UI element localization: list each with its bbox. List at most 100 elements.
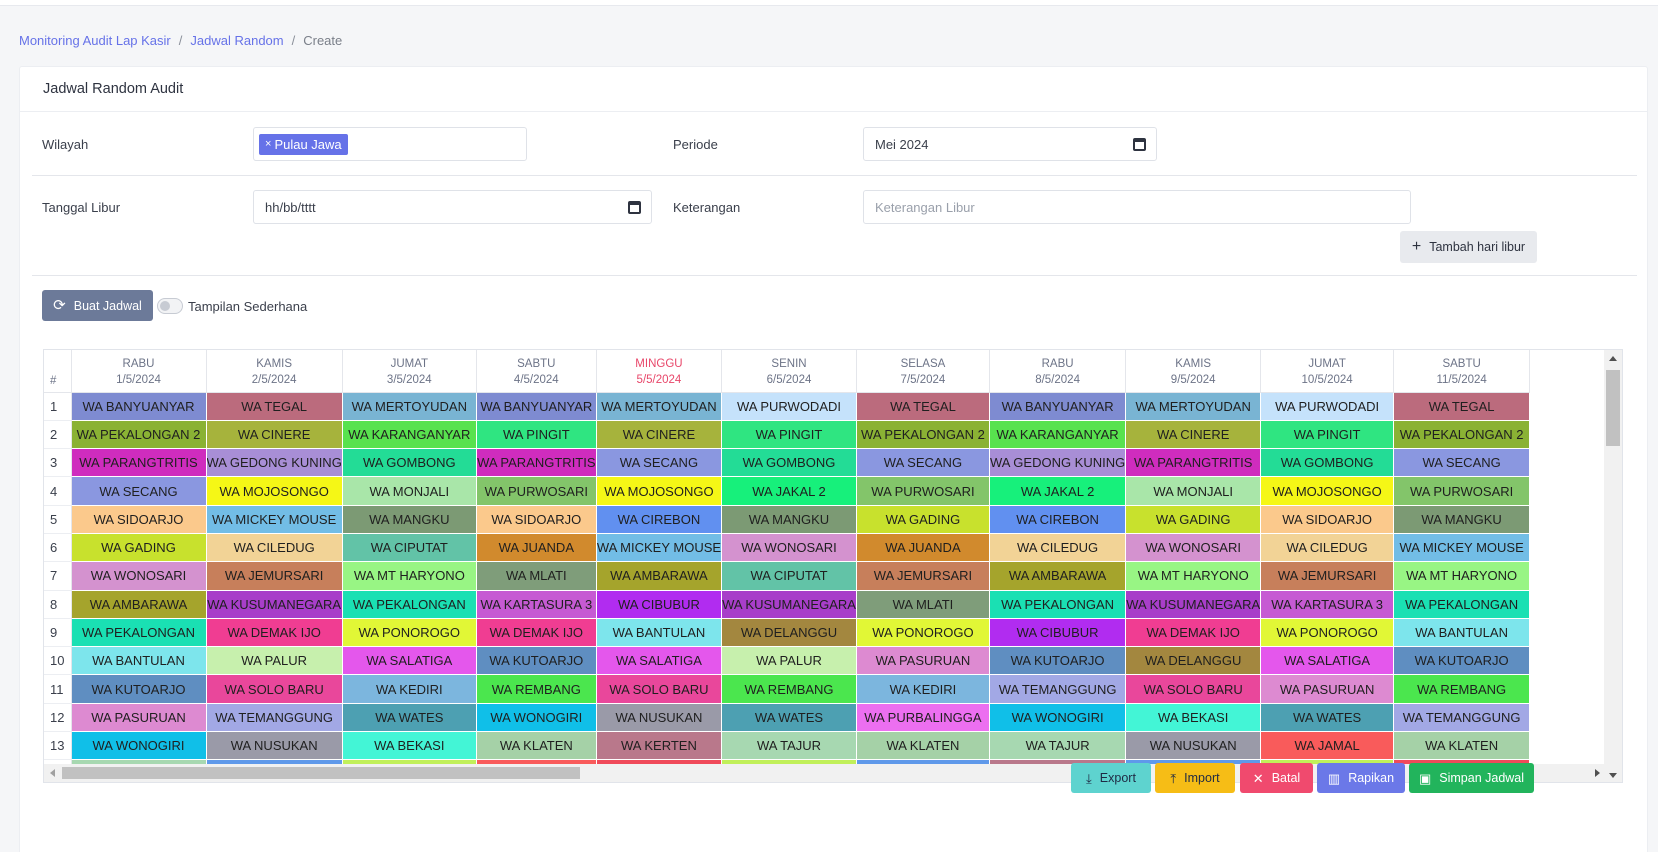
schedule-cell[interactable]: WA PARANGTRITIS	[71, 448, 207, 478]
schedule-cell[interactable]: WA NUSUKAN	[1125, 731, 1262, 761]
column-header[interactable]: SABTU 11/5/2024	[1393, 350, 1531, 393]
column-header[interactable]: SENIN 6/5/2024	[721, 350, 857, 393]
schedule-cell[interactable]: WA DEMAK IJO	[206, 618, 343, 648]
calendar-icon[interactable]	[1133, 138, 1146, 151]
schedule-cell[interactable]: WA SIDOARJO	[476, 505, 597, 534]
schedule-cell[interactable]: WA PEKALONGAN 2	[71, 420, 207, 450]
column-header[interactable]: JUMAT 10/5/2024	[1260, 350, 1395, 393]
simpan-jadwal-button[interactable]: ▣ Simpan Jadwal	[1409, 763, 1534, 793]
schedule-cell[interactable]: WA GADING	[1125, 505, 1262, 534]
schedule-cell[interactable]: WA JAKAL 2	[721, 476, 857, 506]
wilayah-chip[interactable]: × Pulau Jawa	[259, 133, 348, 155]
schedule-cell[interactable]: WA MANGKU	[721, 505, 857, 534]
schedule-cell[interactable]: WA PINGIT	[721, 420, 857, 450]
schedule-cell[interactable]: WA TAJUR	[721, 731, 857, 761]
schedule-cell[interactable]: WA PEKALONGAN	[1393, 590, 1531, 619]
schedule-cell[interactable]: WA SIDOARJO	[71, 505, 207, 534]
schedule-cell[interactable]: WA PURWOSARI	[1393, 476, 1531, 506]
schedule-cell[interactable]: WA PARANGTRITIS	[1125, 448, 1262, 478]
buat-jadwal-button[interactable]: ⟳ Buat Jadwal	[42, 290, 153, 321]
schedule-cell[interactable]: WA TAJUR	[989, 731, 1127, 761]
schedule-cell[interactable]: WA CIPUTAT	[342, 533, 477, 563]
schedule-cell[interactable]: WA KUSUMANEGARA	[206, 590, 343, 619]
schedule-cell[interactable]: WA NUSUKAN	[206, 731, 343, 761]
keterangan-input[interactable]: Keterangan Libur	[863, 190, 1411, 224]
schedule-cell[interactable]: WA CILEDUG	[206, 533, 343, 563]
schedule-cell[interactable]: WA MT HARYONO	[1393, 561, 1531, 591]
column-header[interactable]: KAMIS 9/5/2024	[1125, 350, 1262, 393]
schedule-cell[interactable]: WA PASURUAN	[856, 646, 990, 676]
column-header[interactable]: MINGGU 5/5/2024	[596, 350, 723, 393]
schedule-cell[interactable]: WA KARTASURA 3	[1260, 590, 1395, 619]
schedule-cell[interactable]: WA PINGIT	[476, 420, 597, 450]
schedule-cell[interactable]: WA KLATEN	[1393, 731, 1531, 761]
schedule-cell[interactable]: WA KEDIRI	[342, 674, 477, 704]
schedule-cell[interactable]: WA JEMURSARI	[206, 561, 343, 591]
schedule-cell[interactable]: WA TEGAL	[856, 392, 990, 421]
horizontal-scroll-thumb[interactable]	[62, 767, 580, 779]
schedule-cell[interactable]: WA BANYUANYAR	[71, 392, 207, 421]
schedule-cell[interactable]: WA PURWODADI	[721, 392, 857, 421]
schedule-cell[interactable]: WA DEMAK IJO	[476, 618, 597, 648]
schedule-cell[interactable]: WA KLATEN	[856, 731, 990, 761]
schedule-cell[interactable]: WA BANYUANYAR	[989, 392, 1127, 421]
schedule-cell[interactable]: WA CIBUBUR	[989, 618, 1127, 648]
schedule-cell[interactable]: WA KARANGANYAR	[342, 420, 477, 450]
schedule-cell[interactable]: WA WATES	[721, 703, 857, 733]
schedule-cell[interactable]: WA MT HARYONO	[342, 561, 477, 591]
schedule-cell[interactable]: WA KUTOARJO	[71, 674, 207, 704]
schedule-cell[interactable]: WA TEGAL	[1393, 392, 1531, 421]
schedule-cell[interactable]: WA MICKEY MOUSE	[206, 505, 343, 534]
schedule-cell[interactable]: WA MICKEY MOUSE	[596, 533, 723, 563]
schedule-cell[interactable]: WA SALATIGA	[596, 646, 723, 676]
schedule-cell[interactable]: WA PURWODADI	[1260, 392, 1395, 421]
schedule-cell[interactable]: WA AMBARAWA	[596, 561, 723, 591]
column-header[interactable]: RABU 1/5/2024	[71, 350, 207, 393]
schedule-cell[interactable]: WA PURWOSARI	[476, 476, 597, 506]
schedule-cell[interactable]: WA SECANG	[71, 476, 207, 506]
schedule-cell[interactable]: WA CINERE	[596, 420, 723, 450]
schedule-cell[interactable]: WA WONOSARI	[1125, 533, 1262, 563]
schedule-cell[interactable]: WA MANGKU	[342, 505, 477, 534]
schedule-cell[interactable]: WA JEMURSARI	[1260, 561, 1395, 591]
vertical-scroll-thumb[interactable]	[1606, 370, 1620, 446]
schedule-cell[interactable]: WA WATES	[342, 703, 477, 733]
schedule-cell[interactable]: WA MOJOSONGO	[596, 476, 723, 506]
vertical-scrollbar[interactable]	[1604, 350, 1622, 782]
schedule-cell[interactable]: WA PURBALINGGA	[856, 703, 990, 733]
breadcrumb-jadwal-random[interactable]: Jadwal Random	[190, 33, 284, 48]
schedule-cell[interactable]: WA SECANG	[596, 448, 723, 478]
schedule-cell[interactable]: WA DEMAK IJO	[1125, 618, 1262, 648]
column-header[interactable]: SELASA 7/5/2024	[856, 350, 990, 393]
schedule-cell[interactable]: WA SOLO BARU	[1125, 674, 1262, 704]
schedule-cell[interactable]: WA BANTULAN	[596, 618, 723, 648]
schedule-cell[interactable]: WA PONOROGO	[1260, 618, 1395, 648]
schedule-cell[interactable]: WA CINERE	[1125, 420, 1262, 450]
schedule-cell[interactable]: WA GEDONG KUNING	[206, 448, 343, 478]
schedule-cell[interactable]: WA SECANG	[856, 448, 990, 478]
schedule-cell[interactable]: WA KUTOARJO	[476, 646, 597, 676]
schedule-cell[interactable]: WA CIPUTAT	[721, 561, 857, 591]
schedule-cell[interactable]: WA GOMBONG	[1260, 448, 1395, 478]
schedule-cell[interactable]: WA JUANDA	[856, 533, 990, 563]
schedule-cell[interactable]: WA DELANGGU	[721, 618, 857, 648]
schedule-cell[interactable]: WA MLATI	[856, 590, 990, 619]
schedule-cell[interactable]: WA DELANGGU	[1125, 646, 1262, 676]
schedule-cell[interactable]: WA TEMANGGUNG	[1393, 703, 1531, 733]
schedule-cell[interactable]: WA BEKASI	[342, 731, 477, 761]
wilayah-select[interactable]: × Pulau Jawa	[253, 127, 527, 161]
schedule-cell[interactable]: WA PEKALONGAN 2	[1393, 420, 1531, 450]
schedule-cell[interactable]: WA PEKALONGAN	[71, 618, 207, 648]
schedule-cell[interactable]: WA GEDONG KUNING	[989, 448, 1127, 478]
schedule-cell[interactable]: WA CIREBON	[989, 505, 1127, 534]
schedule-cell[interactable]: WA MT HARYONO	[1125, 561, 1262, 591]
schedule-cell[interactable]: WA GOMBONG	[342, 448, 477, 478]
schedule-cell[interactable]: WA BANYUANYAR	[476, 392, 597, 421]
schedule-cell[interactable]: WA PONOROGO	[342, 618, 477, 648]
schedule-cell[interactable]: WA JUANDA	[476, 533, 597, 563]
schedule-cell[interactable]: WA REMBANG	[1393, 674, 1531, 704]
schedule-cell[interactable]: WA MERTOYUDAN	[1125, 392, 1262, 421]
schedule-cell[interactable]: WA MERTOYUDAN	[596, 392, 723, 421]
schedule-cell[interactable]: WA SALATIGA	[1260, 646, 1395, 676]
schedule-cell[interactable]: WA MOJOSONGO	[1260, 476, 1395, 506]
